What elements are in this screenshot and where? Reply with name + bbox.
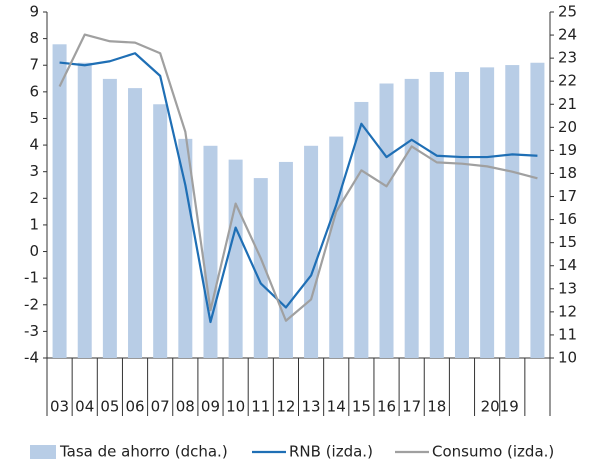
line-series bbox=[58, 33, 538, 322]
y-tick-label: -4 bbox=[24, 349, 39, 367]
y-tick-label: -2 bbox=[24, 295, 39, 313]
y-tick-label: 5 bbox=[29, 109, 39, 127]
x-tick-label: 05 bbox=[100, 398, 119, 416]
y2-tick-label: 20 bbox=[558, 118, 577, 136]
y2-tick-label: 22 bbox=[558, 72, 577, 90]
legend-swatch bbox=[30, 445, 56, 459]
bar bbox=[253, 178, 268, 358]
y2-tick-label: 24 bbox=[558, 26, 577, 44]
x-tick-label: 18 bbox=[427, 398, 446, 416]
y2-tick-label: 14 bbox=[558, 256, 577, 274]
bar bbox=[505, 65, 520, 358]
y2-tick-label: 11 bbox=[558, 325, 577, 343]
x-tick-label: 03 bbox=[50, 398, 69, 416]
y-tick-label: 3 bbox=[29, 162, 39, 180]
bar bbox=[77, 62, 92, 358]
bar bbox=[454, 71, 469, 359]
bar bbox=[102, 78, 117, 358]
y-tick-label: 7 bbox=[29, 56, 39, 74]
y2-tick-label: 16 bbox=[558, 210, 577, 228]
bar bbox=[153, 104, 168, 359]
x-tick-label: 08 bbox=[176, 398, 195, 416]
y-tick-label: -1 bbox=[24, 269, 39, 287]
x-tick-label: 12 bbox=[276, 398, 295, 416]
y2-tick-label: 18 bbox=[558, 164, 577, 182]
x-group-label: 2019 bbox=[481, 398, 519, 416]
bar bbox=[278, 161, 293, 358]
y-tick-label: 4 bbox=[29, 136, 39, 154]
y2-tick-label: 15 bbox=[558, 233, 577, 251]
bar bbox=[304, 145, 319, 358]
y2-tick-label: 17 bbox=[558, 187, 577, 205]
legend-label: RNB (izda.) bbox=[289, 443, 373, 461]
bar bbox=[228, 159, 243, 358]
y2-tick-label: 10 bbox=[558, 349, 577, 367]
x-tick-label: 09 bbox=[201, 398, 220, 416]
y-tick-label: 0 bbox=[29, 242, 39, 260]
bar bbox=[354, 101, 369, 359]
y2-tick-label: 23 bbox=[558, 49, 577, 67]
bar bbox=[178, 138, 193, 358]
legend-label: Consumo (izda.) bbox=[432, 443, 554, 461]
line-series bbox=[59, 52, 538, 324]
y2-tick-label: 13 bbox=[558, 279, 577, 297]
bar bbox=[404, 78, 419, 358]
x-tick-label: 13 bbox=[302, 398, 321, 416]
y-tick-label: 1 bbox=[29, 215, 39, 233]
y2-tick-label: 21 bbox=[558, 95, 577, 113]
bar bbox=[329, 136, 344, 358]
legend-label: Tasa de ahorro (dcha.) bbox=[59, 443, 228, 461]
y-tick-label: -3 bbox=[24, 322, 39, 340]
y2-tick-label: 12 bbox=[558, 302, 577, 320]
y2-tick-label: 25 bbox=[558, 3, 577, 21]
bar bbox=[52, 44, 67, 358]
x-tick-label: 11 bbox=[251, 398, 270, 416]
bar bbox=[480, 67, 495, 359]
y-tick-label: 6 bbox=[29, 82, 39, 100]
x-tick-label: 10 bbox=[226, 398, 245, 416]
x-tick-label: 04 bbox=[75, 398, 94, 416]
bar bbox=[379, 83, 394, 359]
bar bbox=[429, 71, 444, 359]
bar bbox=[530, 62, 545, 358]
x-tick-label: 16 bbox=[377, 398, 396, 416]
x-tick-label: 15 bbox=[352, 398, 371, 416]
y-tick-label: 9 bbox=[29, 3, 39, 21]
y-tick-label: 2 bbox=[29, 189, 39, 207]
y-tick-label: 8 bbox=[29, 29, 39, 47]
y2-tick-label: 19 bbox=[558, 141, 577, 159]
bar bbox=[203, 145, 218, 358]
x-tick-label: 17 bbox=[402, 398, 421, 416]
x-tick-label: 07 bbox=[151, 398, 170, 416]
x-tick-label: 14 bbox=[327, 398, 346, 416]
x-tick-label: 06 bbox=[125, 398, 144, 416]
bar bbox=[128, 88, 143, 359]
